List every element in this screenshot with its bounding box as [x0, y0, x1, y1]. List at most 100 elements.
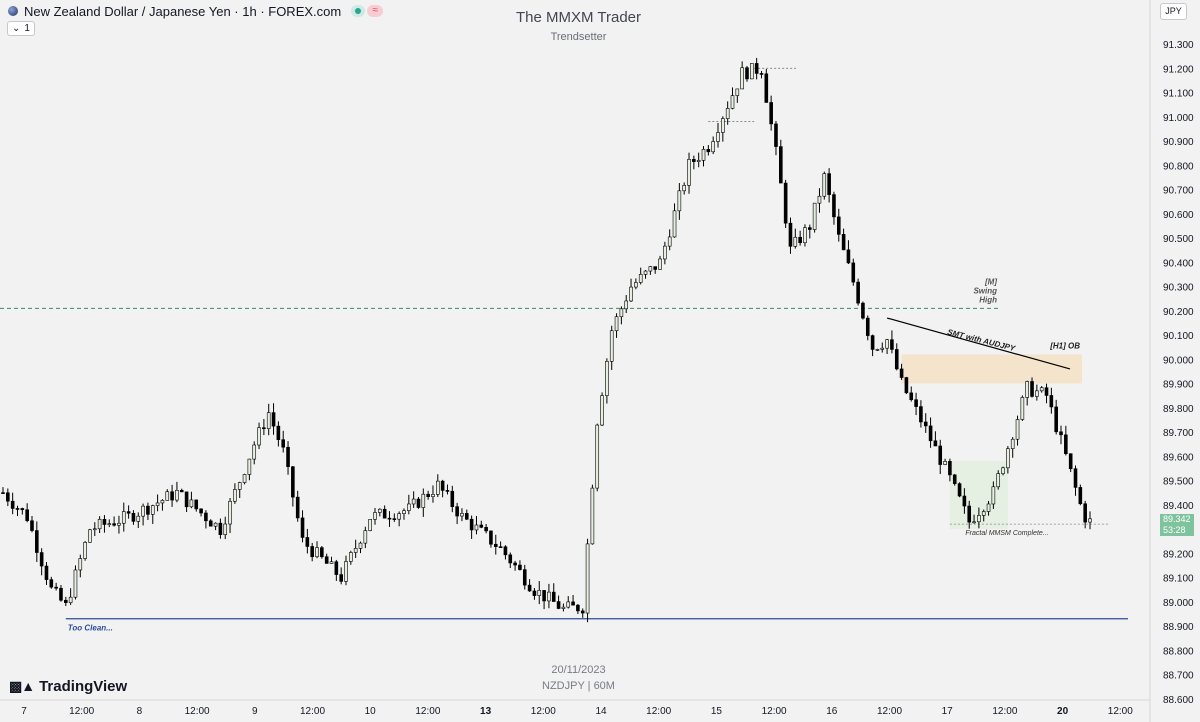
candle-bull [875, 349, 880, 351]
candle-bull [160, 500, 165, 504]
candle-bull [189, 499, 194, 508]
candle-bear [788, 222, 793, 247]
y-tick-label: 89.100 [1163, 574, 1194, 585]
candle-bull [547, 591, 551, 602]
candle-bear [59, 587, 63, 601]
candle-bear [1083, 503, 1087, 523]
candle-bear [899, 368, 904, 378]
candle-bear [914, 399, 918, 407]
y-tick-label: 90.900 [1163, 137, 1194, 148]
candle-bull [716, 132, 720, 142]
y-tick-label: 91.300 [1163, 40, 1194, 51]
candle-bear [754, 63, 759, 74]
y-tick-label: 89.500 [1163, 477, 1194, 488]
x-tick-label: 20 [1057, 706, 1069, 717]
candle-bull [257, 427, 261, 446]
candle-bear [1059, 431, 1063, 436]
candle-bull [136, 515, 141, 522]
candle-bear [102, 519, 107, 525]
y-tick-label: 90.000 [1163, 355, 1194, 366]
candle-bear [1073, 468, 1078, 488]
candle-bull [977, 515, 981, 523]
wave-badge-icon[interactable]: ≈ [367, 5, 384, 17]
candle-bull [735, 88, 740, 96]
y-tick-label: 91.200 [1163, 64, 1194, 75]
candle-bull [537, 590, 542, 596]
candle-bull [228, 500, 232, 525]
candle-bear [44, 565, 49, 580]
candle-bear [204, 512, 208, 522]
candle-bull [373, 512, 377, 520]
status-badges: ≈ [351, 5, 384, 17]
swing-high-label: High [979, 295, 997, 304]
candle-bear [580, 610, 585, 614]
candle-bear [49, 579, 54, 588]
symbol-title[interactable]: New Zealand Dollar / Japanese Yen · 1h ·… [24, 3, 342, 19]
smt-line [886, 317, 1071, 370]
x-tick-label: 12:00 [415, 706, 440, 717]
x-tick-label: 14 [595, 706, 607, 717]
candle-bull [97, 519, 102, 530]
currency-button[interactable]: JPY [1160, 3, 1187, 20]
candle-bear [513, 562, 517, 566]
tradingview-logo-text: TradingView [39, 678, 128, 695]
candle-bull [237, 482, 242, 490]
candle-bear [527, 584, 532, 592]
candle-bull [421, 493, 426, 508]
candle-bear [933, 440, 938, 447]
candle-bear [836, 216, 841, 235]
candle-bear [455, 506, 459, 517]
tradingview-logo[interactable]: ▩▲ TradingView [9, 678, 127, 695]
candle-bull [155, 502, 160, 506]
last-price-label: 89.342 53:28 [1160, 514, 1194, 536]
x-tick-label: 12:00 [992, 706, 1017, 717]
candle-bear [807, 227, 812, 230]
y-tick-label: 91.100 [1163, 89, 1194, 100]
candle-bear [179, 489, 184, 493]
candle-bear [146, 505, 150, 515]
candle-bull [682, 185, 686, 192]
market-open-icon[interactable] [351, 5, 366, 17]
candle-bear [305, 537, 310, 547]
candle-bull [624, 300, 629, 310]
candle-bear [291, 466, 295, 498]
candle-bull [223, 523, 228, 535]
order-block-zone [901, 354, 1082, 384]
candle-bear [518, 564, 522, 570]
candle-bull [266, 412, 271, 429]
indicator-collapse-button[interactable]: ⌄ 1 [7, 21, 35, 36]
candle-bear [551, 591, 556, 602]
candle-bull [590, 487, 595, 545]
candle-bull [252, 444, 257, 460]
y-tick-label: 88.600 [1163, 695, 1194, 706]
y-tick-label: 90.400 [1163, 258, 1194, 269]
y-tick-label: 90.700 [1163, 186, 1194, 197]
bar-countdown: 53:28 [1163, 525, 1186, 535]
x-tick-label: 13 [480, 706, 492, 717]
candle-bear [759, 73, 764, 75]
candle-bull [1020, 397, 1025, 420]
candle-bear [1068, 453, 1073, 470]
candle-bull [595, 424, 600, 489]
x-tick-label: 12:00 [185, 706, 210, 717]
candle-bear [126, 511, 131, 514]
y-tick-label: 89.600 [1163, 452, 1194, 463]
x-tick-label: 10 [365, 706, 377, 717]
candle-bear [542, 590, 546, 602]
candle-bear [1044, 387, 1049, 396]
candle-bear [798, 236, 802, 244]
y-tick-label: 89.800 [1163, 404, 1194, 415]
candle-bear [6, 492, 10, 502]
candle-bear [339, 574, 343, 582]
candle-bull [822, 173, 827, 197]
candle-bear [320, 547, 324, 558]
candle-bull [880, 347, 885, 350]
candle-bull [1006, 448, 1010, 469]
candle-bull [165, 491, 170, 501]
candle-bear [1, 492, 5, 494]
candle-bull [402, 510, 406, 514]
chart-lines [0, 67, 1128, 620]
candle-bull [643, 270, 648, 275]
x-tick-label: 7 [21, 706, 27, 717]
